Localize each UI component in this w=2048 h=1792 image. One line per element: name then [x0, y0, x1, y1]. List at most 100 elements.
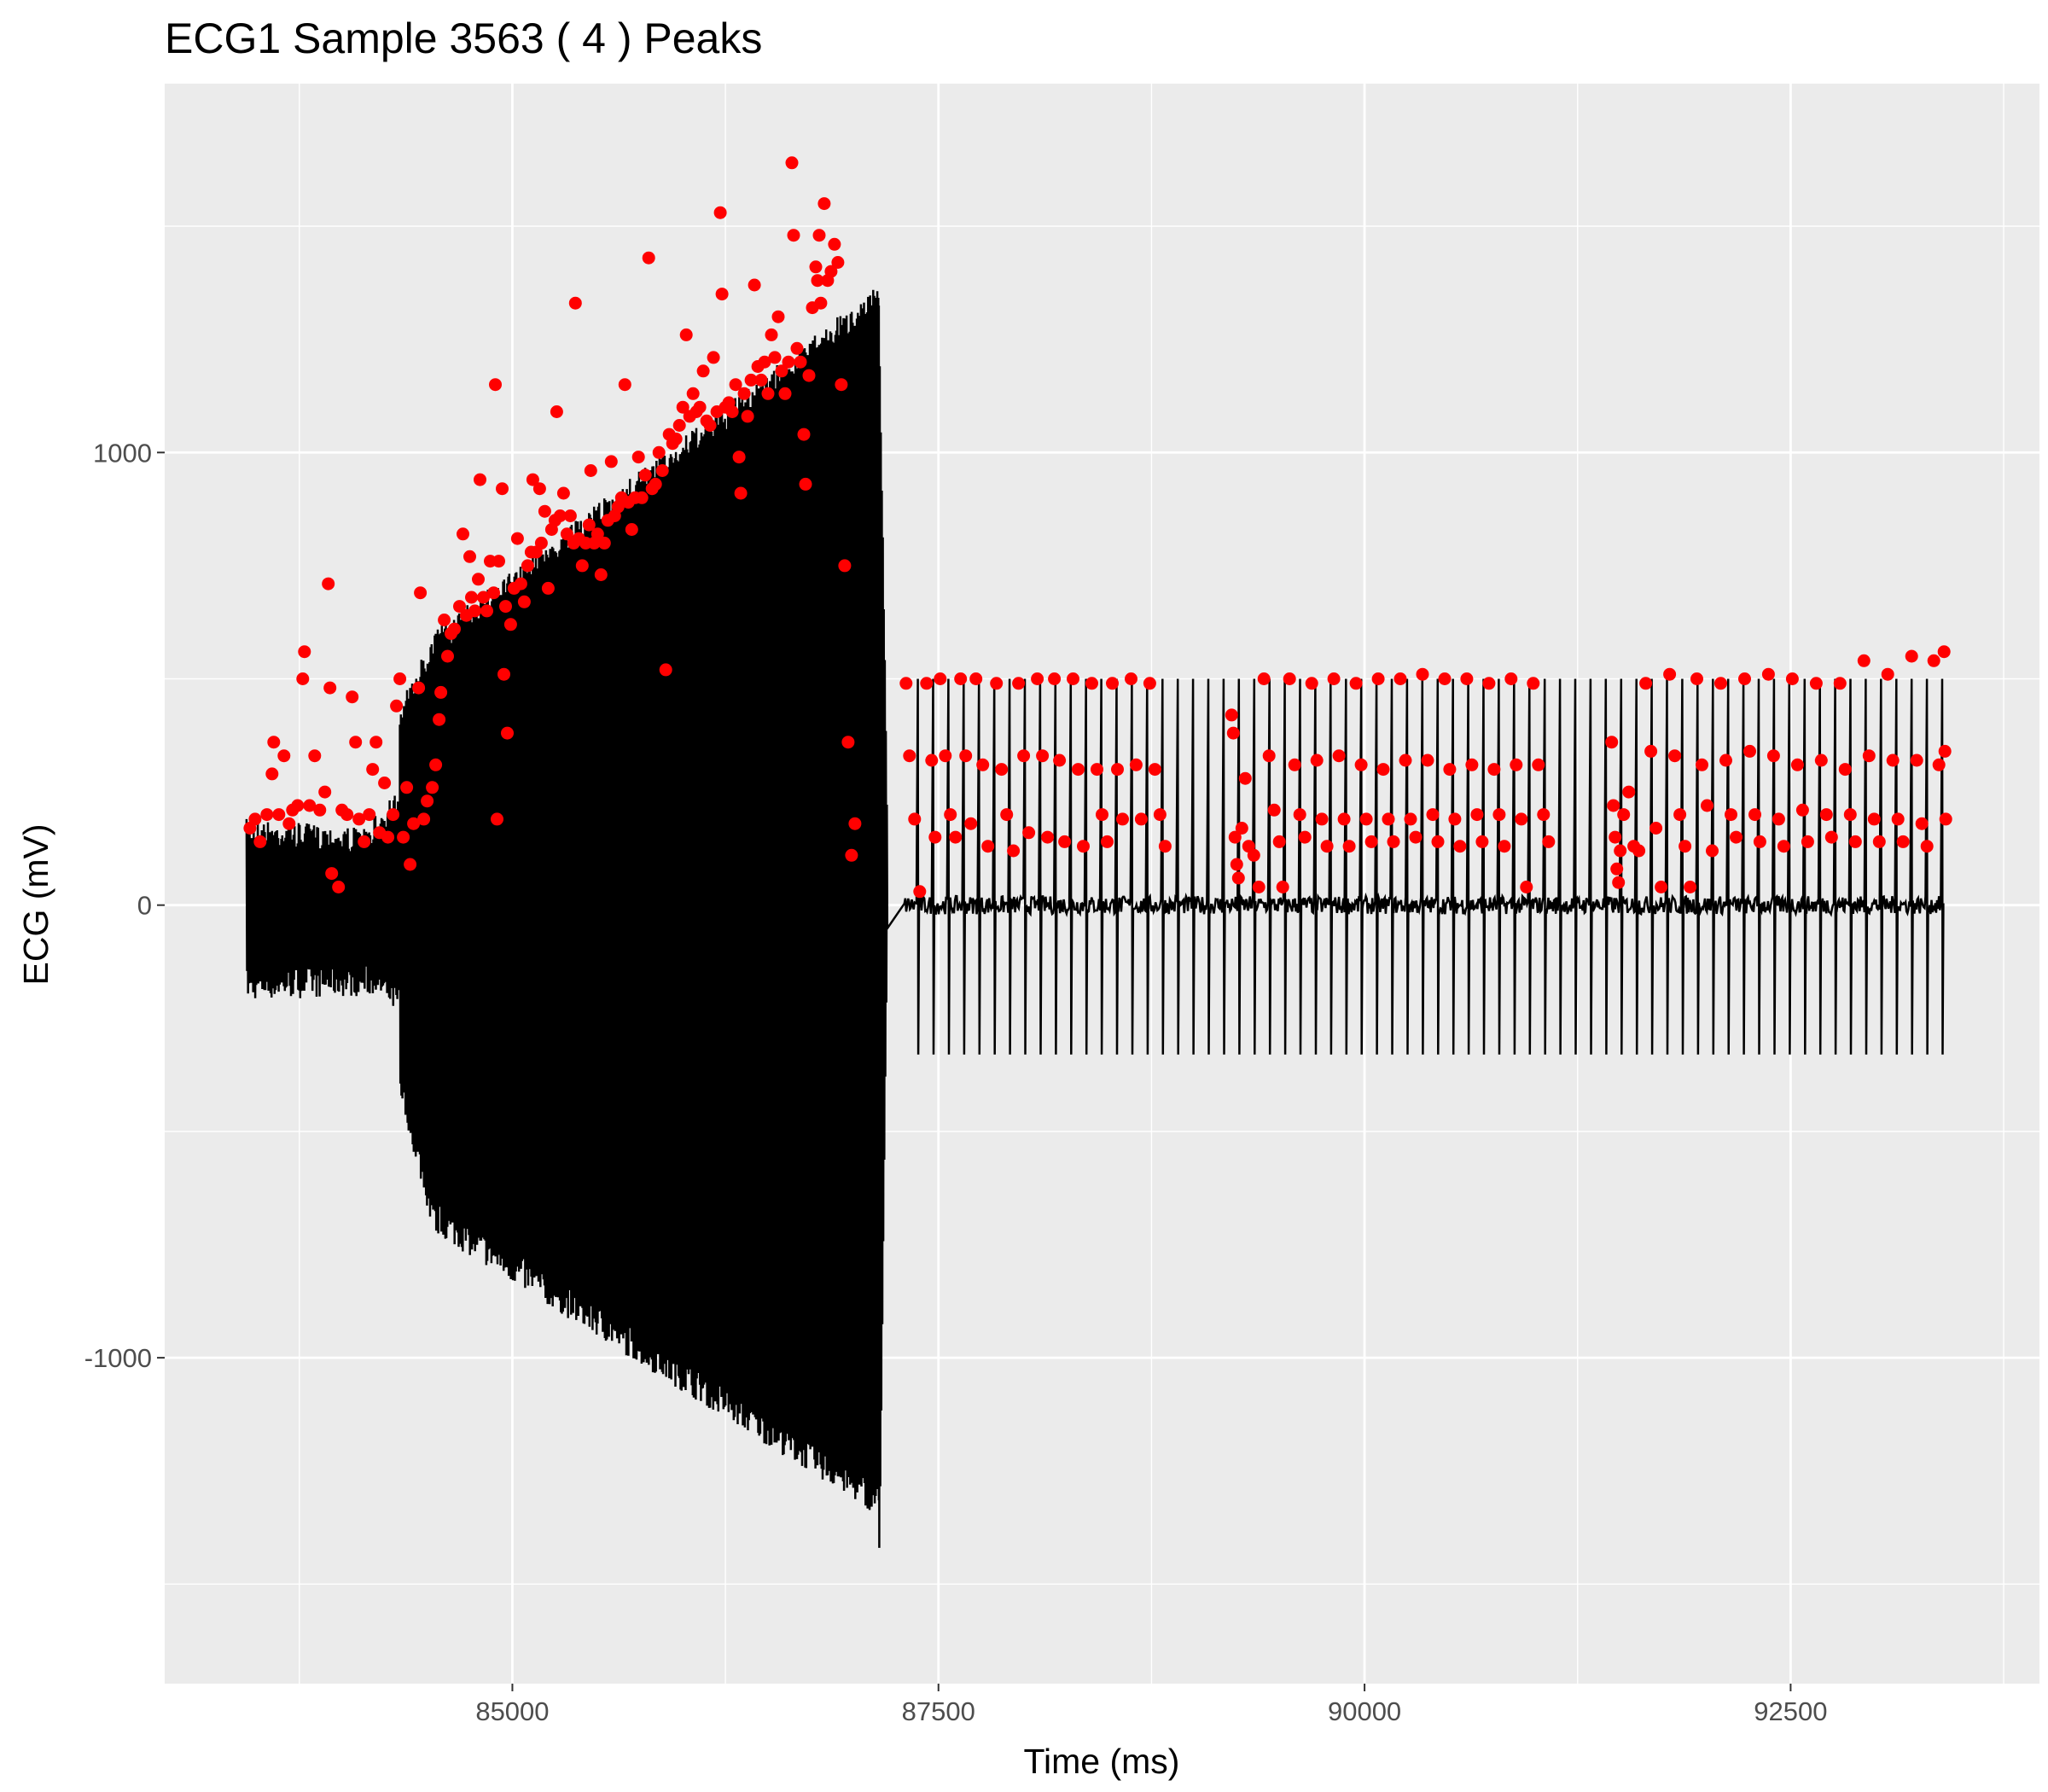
peak-point — [1036, 749, 1050, 763]
peak-point — [811, 274, 824, 288]
peak-point — [1448, 812, 1462, 826]
peak-point — [308, 749, 322, 763]
peak-point — [835, 378, 848, 392]
peak-point — [378, 777, 392, 789]
peak-point — [563, 509, 577, 522]
peak-point — [1225, 708, 1238, 722]
peak-point — [1761, 667, 1775, 681]
peak-point — [669, 432, 683, 445]
x-tick-label: 87500 — [902, 1696, 975, 1726]
peak-point — [538, 504, 551, 518]
peak-point — [845, 848, 858, 862]
peak-point — [1857, 654, 1871, 667]
peak-point — [448, 622, 461, 636]
peak-point — [1706, 844, 1719, 858]
peak-point — [1872, 835, 1886, 848]
peak-point — [463, 550, 476, 563]
peak-point — [732, 451, 746, 464]
peak-point — [541, 581, 555, 595]
peak-point — [468, 604, 481, 618]
peak-point — [1409, 830, 1423, 844]
peak-point — [638, 468, 652, 482]
peak-point — [303, 799, 317, 812]
peak-point — [366, 763, 380, 777]
peak-point — [814, 296, 828, 310]
peak-point — [591, 527, 604, 541]
peak-point — [352, 812, 366, 826]
peak-point — [693, 400, 707, 414]
peak-point — [358, 835, 371, 848]
peak-point — [1753, 835, 1766, 848]
peak-point — [841, 736, 855, 749]
peak-point — [655, 464, 669, 477]
peak-point — [267, 736, 281, 749]
peak-point — [1498, 840, 1511, 853]
peak-point — [1833, 677, 1847, 690]
peak-point — [393, 672, 407, 685]
peak-point — [754, 373, 768, 387]
peak-point — [1881, 667, 1894, 681]
peak-point — [1327, 672, 1341, 685]
peak-point — [1527, 677, 1540, 690]
peak-point — [1639, 677, 1653, 690]
peak-point — [1537, 808, 1551, 822]
peak-point — [1058, 835, 1072, 848]
peak-point — [944, 808, 957, 822]
peak-point — [480, 604, 493, 618]
peak-point — [323, 681, 337, 695]
peak-point — [1257, 672, 1271, 685]
peak-point — [1684, 881, 1697, 893]
peak-point — [1939, 812, 1952, 826]
peak-point — [642, 251, 655, 265]
peak-point — [433, 713, 446, 726]
peak-point — [1354, 758, 1368, 771]
peak-point — [696, 364, 710, 378]
peak-point — [532, 482, 546, 496]
peak-point — [771, 310, 785, 323]
peak-point — [474, 473, 486, 486]
y-axis-title: ECG (mV) — [16, 823, 55, 985]
peak-point — [568, 296, 582, 310]
peak-point — [676, 400, 689, 414]
peak-point — [990, 677, 1004, 690]
peak-point — [369, 736, 383, 749]
peak-point — [1532, 758, 1545, 771]
peak-point — [381, 830, 395, 844]
peak-point — [1915, 817, 1929, 830]
peak-point — [920, 677, 934, 690]
peak-point — [824, 265, 838, 278]
peak-point — [465, 591, 478, 604]
peak-point — [499, 600, 512, 614]
peak-point — [761, 387, 775, 400]
peak-point — [1777, 840, 1790, 853]
peak-point — [1116, 812, 1129, 826]
peak-point — [1129, 758, 1143, 771]
peak-point — [1298, 830, 1312, 844]
peak-point — [349, 736, 363, 749]
peak-point — [1067, 672, 1079, 685]
peak-point — [332, 881, 346, 893]
peak-point — [1766, 749, 1780, 763]
peak-point — [1510, 758, 1523, 771]
peak-point — [1905, 649, 1918, 663]
ecg-signal-line — [245, 289, 1945, 1548]
peak-point — [1843, 808, 1857, 822]
peak-point — [1838, 763, 1852, 777]
peak-point — [1022, 826, 1036, 840]
peak-point — [649, 477, 662, 491]
peak-point — [1927, 654, 1940, 667]
peak-point — [1938, 744, 1952, 758]
peak-point — [737, 387, 751, 400]
peak-point — [1283, 672, 1296, 685]
peak-point — [322, 577, 335, 591]
peak-point — [797, 428, 811, 441]
peak-point — [899, 677, 913, 690]
peak-point — [790, 341, 804, 355]
peak-point — [1679, 840, 1692, 853]
y-tick-label: 0 — [137, 891, 152, 921]
peak-point — [744, 373, 758, 387]
peak-point — [1359, 812, 1373, 826]
peak-point — [1649, 822, 1663, 835]
peak-point — [748, 278, 761, 292]
peak-point — [1041, 830, 1055, 844]
